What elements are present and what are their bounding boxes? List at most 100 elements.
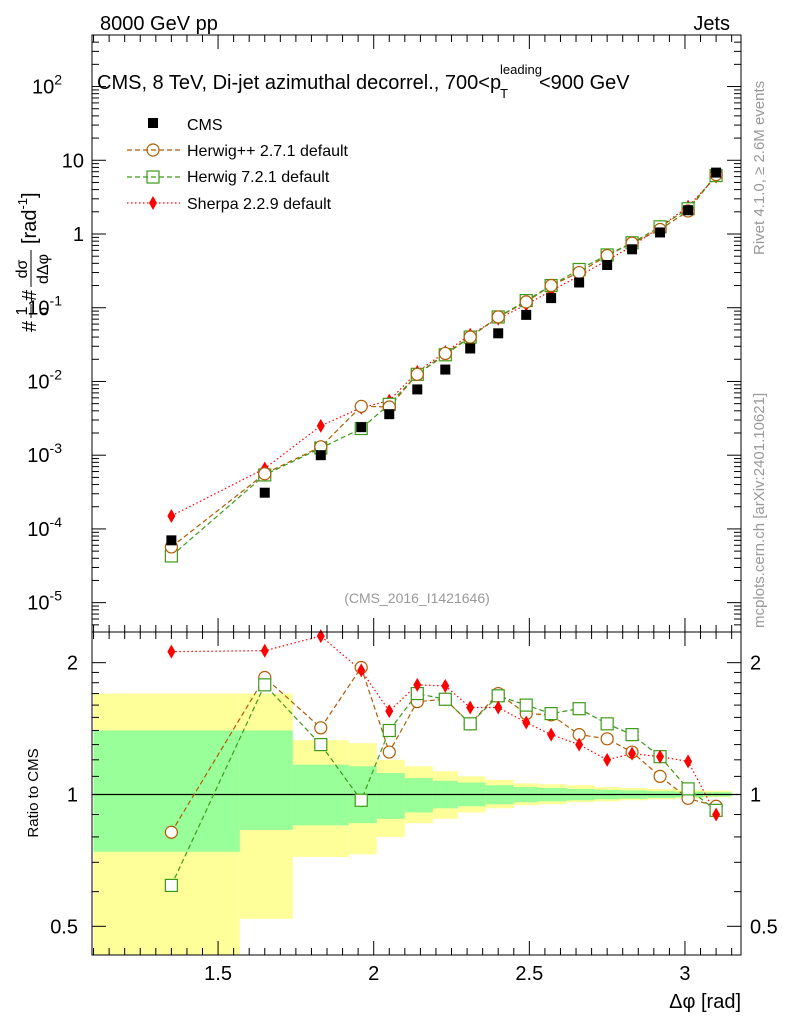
ratio-point-sherpa	[628, 746, 637, 761]
point-cms	[574, 277, 585, 288]
main-y-tick-label: 10-5	[27, 588, 62, 615]
ratio-point-herwig271	[653, 769, 667, 783]
ratio-band-green	[376, 772, 405, 819]
point-cms	[356, 422, 367, 433]
series-line-herwig721	[170, 175, 717, 557]
ratio-y-axis: 0.5 0.5 1 1 2 2	[50, 653, 778, 939]
point-cms	[602, 259, 613, 270]
legend-entry-cms: CMS	[148, 117, 223, 134]
ratio-y-tick-label: 1	[67, 784, 78, 806]
ratio-y-tick-label-right: 1	[750, 784, 761, 806]
point-cms	[166, 535, 177, 546]
x-axis-label: Δφ [rad]	[669, 991, 741, 1013]
ratio-point-herwig721	[382, 723, 396, 738]
ratio-point-sherpa	[494, 700, 503, 715]
energy-label: 8000 GeV pp	[100, 13, 218, 35]
ratio-y-tick-label: 0.5	[50, 916, 78, 938]
ratio-point-sherpa	[522, 715, 531, 730]
main-series	[164, 167, 723, 563]
ratio-point-sherpa	[466, 700, 475, 715]
ratio-point-sherpa	[167, 644, 176, 659]
ratio-point-herwig721	[625, 728, 639, 742]
x-tick-label: 1.5	[204, 963, 232, 985]
ratio-point-sherpa	[603, 752, 612, 767]
ratio-point-herwig721	[314, 737, 328, 752]
ratio-x-axis: 1.5 2 2.5 3	[93, 632, 733, 985]
ratio-point-sherpa	[385, 704, 394, 719]
ratio-point-herwig721	[491, 689, 505, 703]
ratio-point-sherpa	[260, 643, 269, 658]
point-cms	[493, 328, 504, 339]
ratio-point-herwig721	[681, 782, 695, 796]
ratio-series	[164, 629, 723, 893]
ylabel-unit: [rad-1]	[15, 192, 41, 244]
main-y-axis: 10-5 10-4 10-3 10-2 10-1 1 10 102	[27, 34, 741, 633]
main-y-tick-label: 102	[32, 72, 62, 99]
point-cms	[315, 450, 326, 461]
ratio-point-herwig721	[438, 692, 452, 706]
ratio-point-herwig721	[463, 717, 477, 731]
analysis-id: (CMS_2016_I1421646)	[344, 590, 490, 606]
plot-title: CMS, 8 TeV, Di-jet azimuthal decorrel., …	[97, 62, 630, 101]
ratio-point-herwig271	[382, 745, 396, 759]
ratio-point-herwig271	[600, 732, 614, 746]
x-tick-label: 2.5	[515, 963, 543, 985]
point-herwig271	[572, 265, 586, 280]
legend-label-cms: CMS	[187, 117, 223, 134]
series-line-sherpa	[171, 176, 717, 517]
ratio-point-herwig721	[544, 707, 558, 721]
ratio-point-herwig721	[258, 678, 272, 692]
rivet-label: Rivet 4.1.0, ≥ 2.6M events	[751, 81, 768, 255]
ylabel-hash2: #	[19, 289, 41, 301]
ratio-panel: 0.5 0.5 1 1 2 2 1.5 2 2.5 3 Ratio to CMS Δφ [rad…	[25, 629, 778, 1013]
point-cms	[546, 293, 557, 304]
ratio-point-sherpa	[684, 754, 693, 769]
x-tick-label: 2	[368, 963, 379, 985]
ylabel-dsigma: dσ	[14, 259, 31, 278]
point-herwig271	[354, 399, 368, 413]
legend-label-sherpa: Sherpa 2.2.9 default	[187, 196, 332, 213]
ratio-band-green	[239, 730, 293, 830]
ratio-point-sherpa	[413, 677, 422, 692]
point-cms	[259, 487, 270, 498]
ratio-point-sherpa	[712, 807, 721, 822]
ylabel-dphi: dΔφ	[35, 254, 52, 284]
point-cms	[465, 343, 476, 354]
ratio-point-sherpa	[656, 749, 665, 764]
point-cms	[655, 227, 666, 238]
ratio-y-tick-label-right: 0.5	[750, 916, 778, 938]
ratio-y-tick-label: 2	[67, 653, 78, 675]
main-y-tick-label: 10-1	[27, 293, 62, 320]
ylabel-sigma: σ	[35, 306, 52, 316]
point-cms	[521, 309, 532, 320]
ratio-point-herwig271	[314, 721, 328, 735]
mcplots-label: mcplots.cern.ch [arXiv:2401.10621]	[751, 393, 768, 628]
ylabel-hash: #	[19, 320, 41, 332]
point-cms	[711, 167, 722, 178]
ratio-point-sherpa	[547, 727, 556, 742]
point-herwig271	[491, 310, 505, 324]
legend: CMS Herwig++ 2.7.1 default Herwig 7.2.1 …	[127, 117, 349, 213]
point-sherpa	[167, 508, 176, 523]
point-herwig271	[438, 346, 452, 361]
ratio-point-herwig721	[572, 702, 586, 716]
point-cms	[384, 409, 395, 420]
point-cms	[683, 205, 694, 216]
point-herwig271	[258, 467, 272, 481]
x-tick-label: 3	[679, 963, 690, 985]
main-y-label: # 1 σ # dσ dΔφ [rad-1]	[14, 192, 52, 332]
main-y-tick-label: 10	[62, 150, 84, 172]
point-cms	[412, 384, 423, 395]
point-cms	[627, 244, 638, 255]
legend-entry-herwig271: Herwig++ 2.7.1 default	[127, 143, 349, 160]
ratio-point-sherpa	[316, 629, 325, 644]
ratio-point-herwig271	[164, 825, 178, 839]
main-y-tick-label: 10-3	[27, 440, 62, 467]
ratio-point-herwig721	[600, 717, 614, 731]
ratio-y-tick-label-right: 2	[750, 653, 761, 675]
point-herwig271	[600, 248, 614, 263]
main-y-tick-label: 10-4	[27, 514, 62, 541]
legend-label-herwig721: Herwig 7.2.1 default	[187, 169, 330, 186]
